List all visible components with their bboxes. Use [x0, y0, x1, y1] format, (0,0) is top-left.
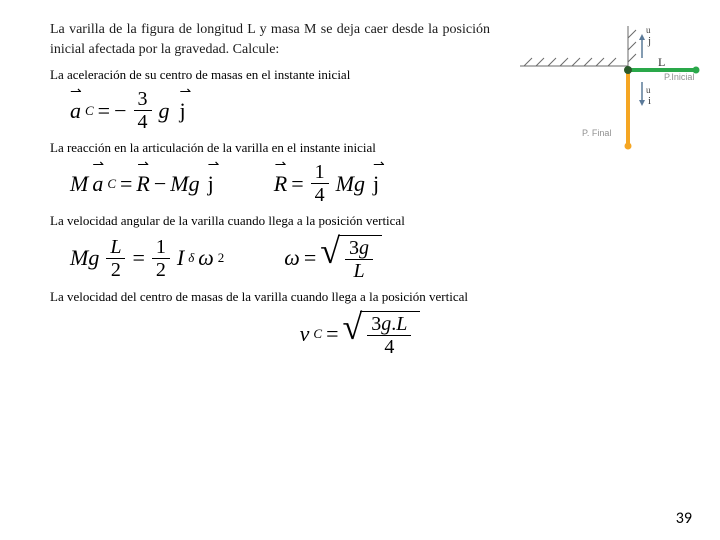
section-3-text: La velocidad angular de la varilla cuand… [50, 213, 670, 229]
equation-vc: vC = √ 3g.L 4 [300, 311, 421, 357]
frac-2: 2 [107, 259, 125, 280]
equation-energy: Mg L 2 = 1 2 Iδω2 [70, 237, 224, 280]
equation-ac: aC = − 3 4 g j [70, 89, 186, 132]
unit-j2: j [208, 171, 214, 196]
label-i: i [648, 95, 651, 107]
var-omega: ω [198, 245, 214, 271]
var-g: g [159, 98, 170, 124]
frac-num2: 1 [311, 162, 329, 184]
sup-2: 2 [218, 250, 225, 266]
var-Mg: Mg [170, 171, 199, 197]
sub-c2: C [107, 176, 116, 192]
sub-delta: δ [188, 250, 194, 266]
var-M: M [70, 171, 88, 197]
var-Mg3: Mg [70, 245, 99, 271]
var-I: I [177, 245, 184, 271]
unit-j3: j [373, 171, 379, 196]
label-p-inicial: P.Inicial [664, 72, 694, 82]
label-j: j [647, 35, 651, 47]
sub-c: C [85, 103, 94, 119]
equation-omega: ω = √ 3g L [284, 235, 382, 281]
unit-j: j [180, 98, 186, 123]
section-4-text: La velocidad del centro de masas de la v… [50, 289, 670, 305]
frac-num: 3 [134, 89, 152, 111]
var-Mg2: Mg [336, 171, 365, 197]
var-R2: R [274, 171, 287, 196]
minus2: − [154, 171, 166, 197]
frac-2b: 2 [152, 259, 170, 280]
minus-sign: − [114, 98, 126, 124]
label-p-final: P. Final [582, 128, 611, 138]
equation-reaction: R = 1 4 Mg j [274, 162, 379, 205]
frac-L2: L [349, 260, 368, 281]
frac-4: 4 [380, 336, 398, 357]
var-v: v [300, 321, 310, 347]
page-number: 39 [676, 509, 692, 528]
frac-1: 1 [152, 237, 170, 259]
problem-statement: La varilla de la figura de longitud L y … [50, 20, 490, 59]
physics-diagram: j u i u L P.Inicial P. Final [510, 18, 700, 158]
svg-text:u: u [646, 85, 651, 95]
sub-c3: C [313, 326, 322, 342]
var-a: a [70, 98, 81, 123]
label-L: L [658, 55, 665, 69]
var-a2: a [92, 171, 103, 196]
var-omega2: ω [284, 245, 300, 271]
equation-force-balance: MaC = R − Mg j [70, 171, 214, 197]
var-R: R [136, 171, 149, 196]
frac-L: L [106, 237, 125, 259]
frac-den: 4 [134, 111, 152, 132]
svg-text:u: u [646, 25, 651, 35]
frac-den2: 4 [311, 184, 329, 205]
